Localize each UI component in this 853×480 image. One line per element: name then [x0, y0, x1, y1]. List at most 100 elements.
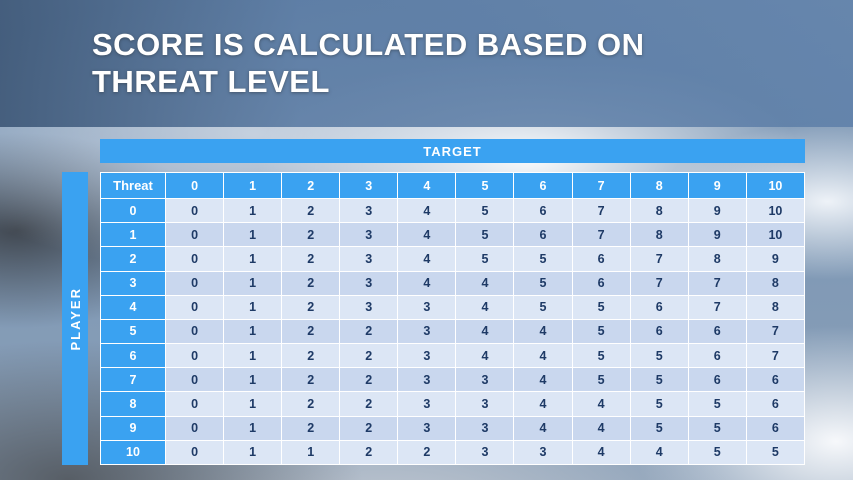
score-cell: 2: [339, 415, 399, 441]
score-cell: 3: [455, 415, 515, 441]
score-cell: 0: [164, 367, 225, 393]
score-cell: 0: [164, 222, 225, 248]
target-column-header: 10: [745, 172, 806, 199]
score-cell: 8: [629, 222, 689, 248]
score-cell: 1: [223, 294, 283, 320]
score-cell: 3: [397, 294, 457, 320]
threat-row-header: 1: [100, 222, 166, 248]
score-cell: 1: [223, 367, 283, 393]
target-column-header: 7: [571, 172, 631, 199]
score-cell: 5: [571, 318, 631, 345]
score-cell: 0: [164, 343, 225, 369]
score-cell: 4: [397, 270, 457, 296]
score-cell: 5: [455, 222, 515, 248]
table-header-row: Threat 0 1 2 3 4 5 6 7 8 9 10: [100, 172, 806, 199]
score-cell: 4: [513, 343, 573, 369]
target-column-header: 4: [397, 172, 457, 199]
score-cell: 2: [281, 415, 341, 441]
threat-row-header: 6: [100, 343, 166, 369]
score-cell: 2: [281, 222, 341, 248]
score-cell: 3: [455, 367, 515, 393]
score-cell: 6: [687, 343, 747, 369]
score-cell: 7: [687, 270, 747, 296]
score-cell: 3: [339, 197, 399, 224]
table-row: 10 0 1 1 2 2 3 3 4 4 5 5: [100, 439, 806, 466]
score-cell: 3: [513, 439, 573, 466]
threat-row-header: 8: [100, 391, 166, 417]
score-cell: 5: [687, 415, 747, 441]
score-cell: 0: [164, 439, 225, 466]
threat-row-header: 7: [100, 367, 166, 393]
score-cell: 5: [629, 391, 689, 417]
score-cell: 1: [223, 343, 283, 369]
slide-title-line-1: SCORE IS CALCULATED BASED ON: [92, 27, 645, 62]
score-cell: 0: [164, 246, 225, 272]
score-cell: 3: [397, 415, 457, 441]
score-cell: 4: [629, 439, 689, 466]
score-cell: 3: [397, 367, 457, 393]
score-cell: 4: [397, 246, 457, 272]
score-cell: 8: [745, 294, 806, 320]
score-cell: 5: [629, 367, 689, 393]
score-cell: 5: [513, 246, 573, 272]
score-cell: 1: [223, 415, 283, 441]
score-cell: 3: [339, 246, 399, 272]
score-cell: 1: [223, 222, 283, 248]
score-cell: 5: [629, 415, 689, 441]
table-row: 1 0 1 2 3 4 5 6 7 8 9 10: [100, 222, 806, 248]
score-cell: 1: [281, 439, 341, 466]
score-cell: 7: [745, 318, 806, 345]
slide-title: SCORE IS CALCULATED BASED ON THREAT LEVEL: [0, 0, 853, 100]
threat-row-header: 5: [100, 318, 166, 345]
score-cell: 7: [571, 222, 631, 248]
score-cell: 4: [513, 415, 573, 441]
score-cell: 6: [745, 391, 806, 417]
score-cell: 3: [455, 439, 515, 466]
score-cell: 3: [397, 391, 457, 417]
score-cell: 3: [455, 391, 515, 417]
score-cell: 1: [223, 270, 283, 296]
score-cell: 4: [571, 415, 631, 441]
score-cell: 2: [339, 318, 399, 345]
score-cell: 3: [339, 294, 399, 320]
score-cell: 5: [513, 270, 573, 296]
target-axis-header: TARGET: [100, 139, 805, 163]
score-cell: 5: [629, 343, 689, 369]
score-cell: 2: [281, 270, 341, 296]
score-cell: 5: [687, 391, 747, 417]
target-column-header: 5: [455, 172, 515, 199]
score-cell: 4: [571, 439, 631, 466]
score-cell: 2: [397, 439, 457, 466]
score-cell: 3: [339, 270, 399, 296]
score-cell: 4: [397, 222, 457, 248]
score-cell: 0: [164, 270, 225, 296]
score-cell: 1: [223, 391, 283, 417]
score-cell: 4: [455, 270, 515, 296]
score-cell: 5: [571, 294, 631, 320]
score-table: Threat 0 1 2 3 4 5 6 7 8 9 10 0 0 1 2 3 4 5 6 7 8 9 10 1 0 1 2 3 4 5…: [100, 172, 806, 466]
player-axis-header: PLAYER: [62, 172, 88, 465]
score-cell: 4: [397, 197, 457, 224]
target-column-header: 1: [223, 172, 283, 199]
score-cell: 6: [745, 415, 806, 441]
title-banner: SCORE IS CALCULATED BASED ON THREAT LEVEL: [0, 0, 853, 127]
score-cell: 0: [164, 318, 225, 345]
score-cell: 1: [223, 246, 283, 272]
score-cell: 2: [281, 246, 341, 272]
target-column-header: 8: [629, 172, 689, 199]
score-cell: 0: [164, 391, 225, 417]
threat-row-header: 4: [100, 294, 166, 320]
threat-row-header: 2: [100, 246, 166, 272]
score-cell: 7: [629, 270, 689, 296]
target-column-header: 6: [513, 172, 573, 199]
score-cell: 4: [455, 294, 515, 320]
score-cell: 5: [455, 246, 515, 272]
